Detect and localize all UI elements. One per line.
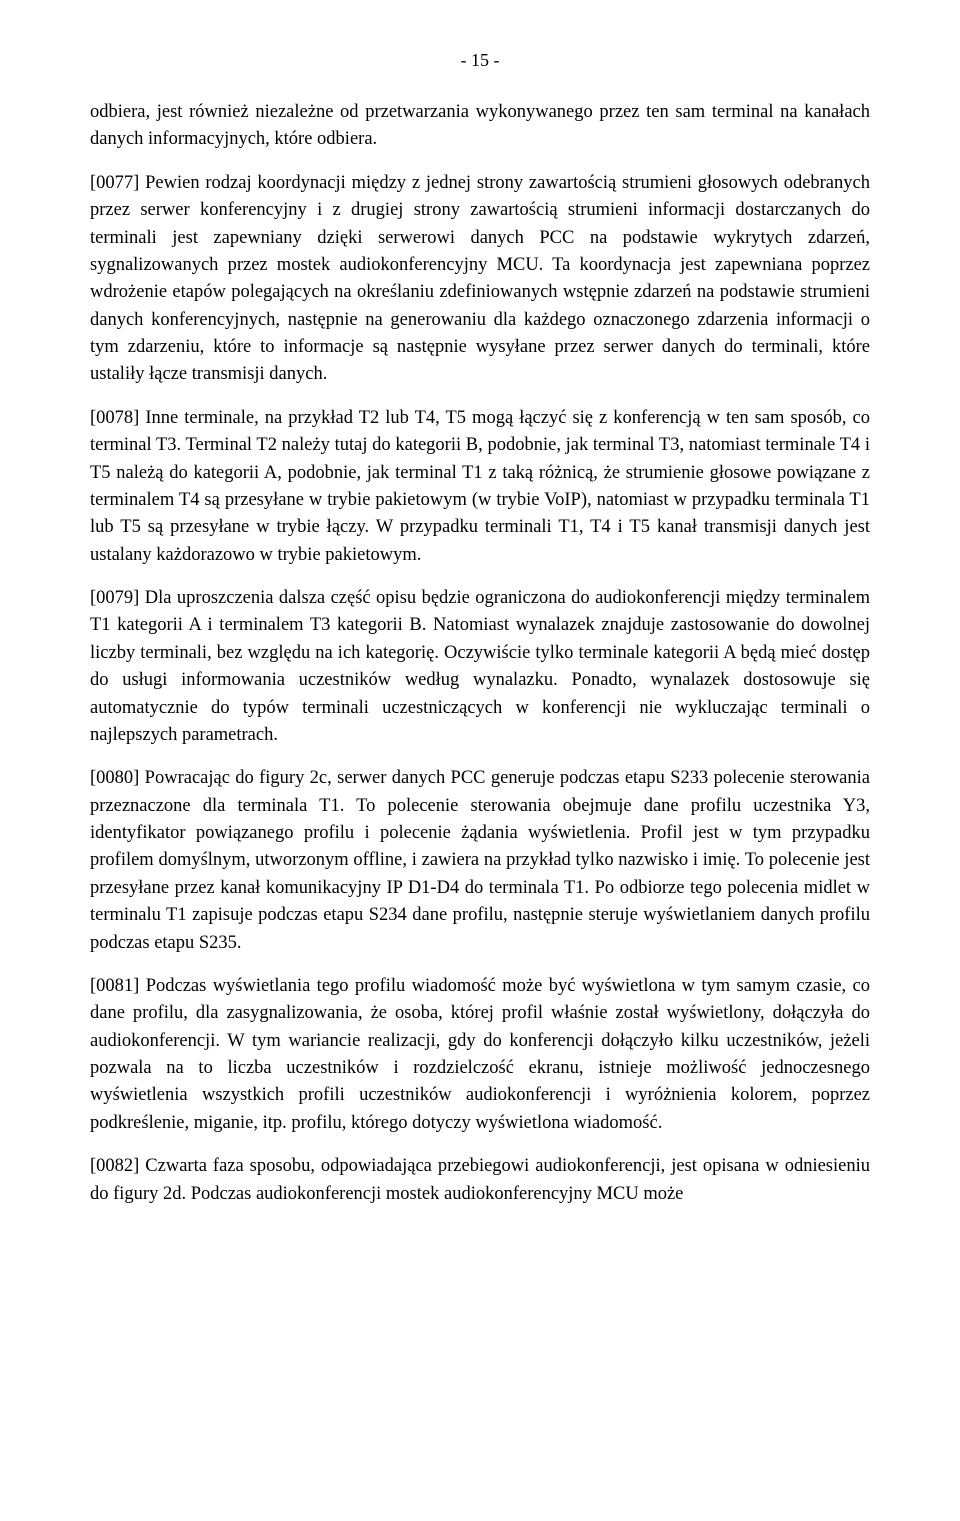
page-number: - 15 - xyxy=(90,50,870,71)
paragraph: [0082] Czwarta faza sposobu, odpowiadają… xyxy=(90,1153,870,1208)
document-page: - 15 - odbiera, jest również niezależne … xyxy=(0,0,960,1284)
paragraph: [0080] Powracając do figury 2c, serwer d… xyxy=(90,765,870,957)
paragraph: [0081] Podczas wyświetlania tego profilu… xyxy=(90,973,870,1137)
paragraph: [0078] Inne terminale, na przykład T2 lu… xyxy=(90,405,870,569)
paragraph: [0077] Pewien rodzaj koordynacji między … xyxy=(90,170,870,389)
paragraph: [0079] Dla uproszczenia dalsza część opi… xyxy=(90,585,870,749)
paragraph: odbiera, jest również niezależne od prze… xyxy=(90,99,870,154)
